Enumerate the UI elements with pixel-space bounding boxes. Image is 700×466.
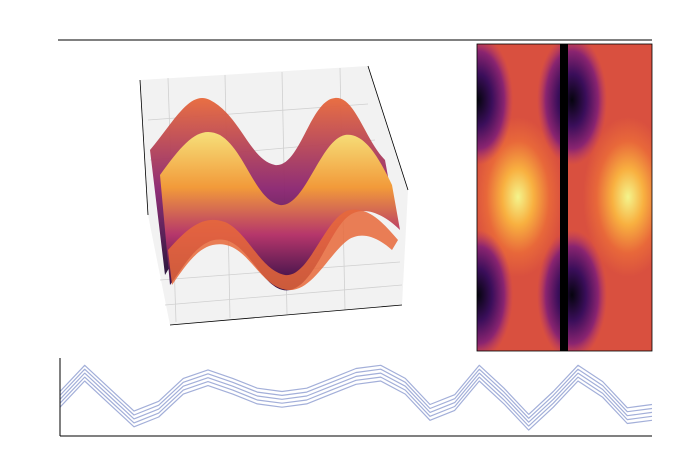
line — [59, 364, 653, 415]
surface-front — [160, 131, 400, 291]
contour-peak — [477, 117, 563, 277]
line-plot — [59, 364, 653, 431]
surface-plot — [139, 65, 409, 326]
contour-trough — [537, 44, 607, 165]
axis-ticks — [139, 65, 409, 326]
contour-trough — [537, 230, 607, 351]
contour-trough — [477, 230, 513, 351]
contour-plot — [477, 44, 652, 351]
line — [59, 368, 653, 419]
surface-edge — [168, 209, 398, 291]
line — [59, 380, 653, 431]
contour-peak — [583, 117, 652, 277]
line — [59, 376, 653, 427]
contour-trough — [477, 44, 513, 165]
line — [59, 372, 653, 423]
contour-frame — [476, 43, 653, 352]
contour-band — [560, 44, 568, 351]
